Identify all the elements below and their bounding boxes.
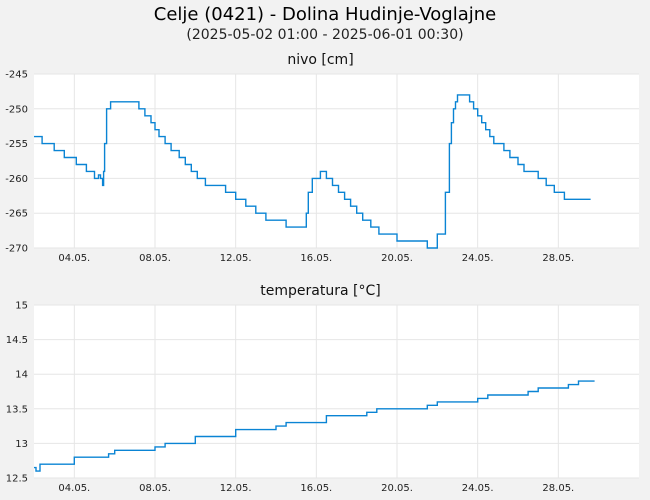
x-tick-label: 20.05. xyxy=(381,253,413,264)
y-tick-label: 13 xyxy=(15,439,28,450)
x-tick-label: 04.05. xyxy=(58,483,90,494)
x-tick-label: 04.05. xyxy=(58,253,90,264)
series-line-nivo xyxy=(34,94,591,249)
panel-title: nivo [cm] xyxy=(287,52,353,68)
x-tick-label: 24.05. xyxy=(462,253,494,264)
y-tick-label: -250 xyxy=(5,104,28,115)
y-tick-label: 14 xyxy=(15,370,28,381)
y-tick-label: -255 xyxy=(5,139,28,150)
x-tick-label: 28.05. xyxy=(542,253,574,264)
x-tick-label: 08.05. xyxy=(139,253,171,264)
y-tick-label: 15 xyxy=(15,301,28,312)
x-tick-label: 12.05. xyxy=(220,253,252,264)
x-tick-label: 28.05. xyxy=(542,483,574,494)
y-tick-label: 12.5 xyxy=(6,474,28,485)
x-tick-label: 20.05. xyxy=(381,483,413,494)
chart-panel-1: -245 -250 -255 -260 -265 -270 04.05. 08.05. 12.0… xyxy=(5,52,639,264)
x-tick-label: 12.05. xyxy=(220,483,252,494)
y-tick-label: -265 xyxy=(5,209,28,220)
x-tick-label: 16.05. xyxy=(300,253,332,264)
plot-area xyxy=(34,305,639,478)
chart-panel-2: 15 14.5 14 13.5 13 12.5 04.05. 08.05. 12.05. 16.0… xyxy=(6,283,639,494)
y-tick-label: -260 xyxy=(5,174,28,185)
y-tick-label: -245 xyxy=(5,70,28,81)
series-line-temperatura xyxy=(34,380,595,472)
y-tick-label: 13.5 xyxy=(6,404,28,415)
y-tick-label: -270 xyxy=(5,244,28,255)
chart-subtitle: (2025-05-02 01:00 - 2025-06-01 00:30) xyxy=(186,27,464,43)
y-tick-label: 14.5 xyxy=(6,335,28,346)
x-tick-label: 08.05. xyxy=(139,483,171,494)
panel-title: temperatura [°C] xyxy=(260,283,380,299)
plot-area xyxy=(34,74,639,248)
x-tick-label: 16.05. xyxy=(300,483,332,494)
x-tick-label: 24.05. xyxy=(462,483,494,494)
chart-title: Celje (0421) - Dolina Hudinje-Voglajne xyxy=(153,4,497,25)
